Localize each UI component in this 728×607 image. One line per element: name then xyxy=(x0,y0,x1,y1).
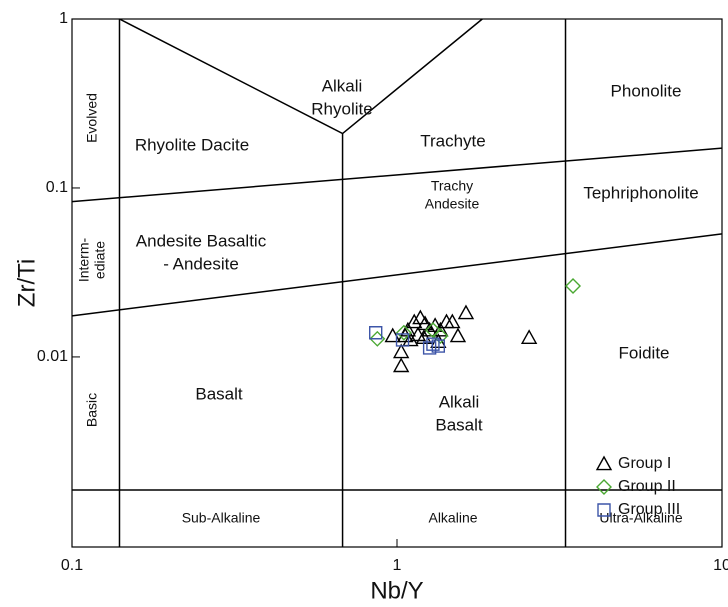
field-label: Andesite xyxy=(425,196,480,212)
data-point xyxy=(412,309,429,325)
data-point xyxy=(369,326,383,340)
side-label: Interm- xyxy=(76,237,92,282)
data-point xyxy=(431,339,446,353)
data-point xyxy=(402,331,419,347)
data-point xyxy=(432,321,449,337)
field-label: Foidite xyxy=(618,343,669,362)
field-label: Trachyte xyxy=(420,131,486,150)
data-point xyxy=(424,322,441,339)
field-label: Trachy xyxy=(431,178,473,194)
legend-label: Group II xyxy=(618,478,676,495)
field-label: Andesite Basaltic xyxy=(136,231,267,250)
side-label: ediate xyxy=(92,241,108,279)
y-tick-label: 0.1 xyxy=(46,179,68,196)
legend-marker xyxy=(595,455,613,471)
data-point xyxy=(565,277,582,294)
data-point xyxy=(416,315,434,331)
field-label: Basalt xyxy=(435,415,483,434)
data-point xyxy=(422,341,437,355)
legend-label: Group III xyxy=(618,501,680,518)
field-boundary xyxy=(71,233,723,317)
x-tick-label: 1 xyxy=(393,557,402,574)
field-label: Basalt xyxy=(195,384,243,403)
side-label: Evolved xyxy=(84,93,100,143)
data-point xyxy=(432,328,449,344)
data-point xyxy=(392,357,410,373)
x-axis-title: Nb/Y xyxy=(370,577,423,604)
field-label: Alkali xyxy=(322,76,363,95)
field-boundary xyxy=(71,147,723,203)
data-point xyxy=(406,313,423,329)
x-tick-label: 10 xyxy=(713,557,728,574)
data-point xyxy=(426,337,440,351)
field-label: Phonolite xyxy=(611,81,682,100)
legend-marker xyxy=(597,503,611,517)
field-label: Rhyolite xyxy=(311,99,372,118)
x-tick-label: 0.1 xyxy=(61,557,83,574)
y-tick-label: 1 xyxy=(59,10,68,27)
y-tick-label: 0.01 xyxy=(37,348,68,365)
side-label: Basic xyxy=(84,393,100,427)
field-label: Rhyolite Dacite xyxy=(135,135,249,154)
data-point xyxy=(392,343,410,359)
data-point xyxy=(384,327,401,343)
y-axis-title: Zr/Ti xyxy=(13,259,40,307)
data-point xyxy=(395,324,412,341)
data-point xyxy=(449,327,467,343)
field-label: Alkali xyxy=(439,392,480,411)
data-point xyxy=(457,304,475,320)
band-label: Sub-Alkaline xyxy=(182,510,261,526)
legend-marker xyxy=(596,479,612,495)
data-point xyxy=(395,333,410,347)
band-label: Ultra-Alkaline xyxy=(599,510,682,526)
legend-label: Group I xyxy=(618,455,671,472)
field-boundary xyxy=(119,18,483,135)
data-point xyxy=(444,313,461,329)
field-label: - Andesite xyxy=(163,254,239,273)
field-label: Tephriphonolite xyxy=(583,183,698,202)
band-label: Alkaline xyxy=(428,510,477,526)
data-point xyxy=(520,329,538,344)
